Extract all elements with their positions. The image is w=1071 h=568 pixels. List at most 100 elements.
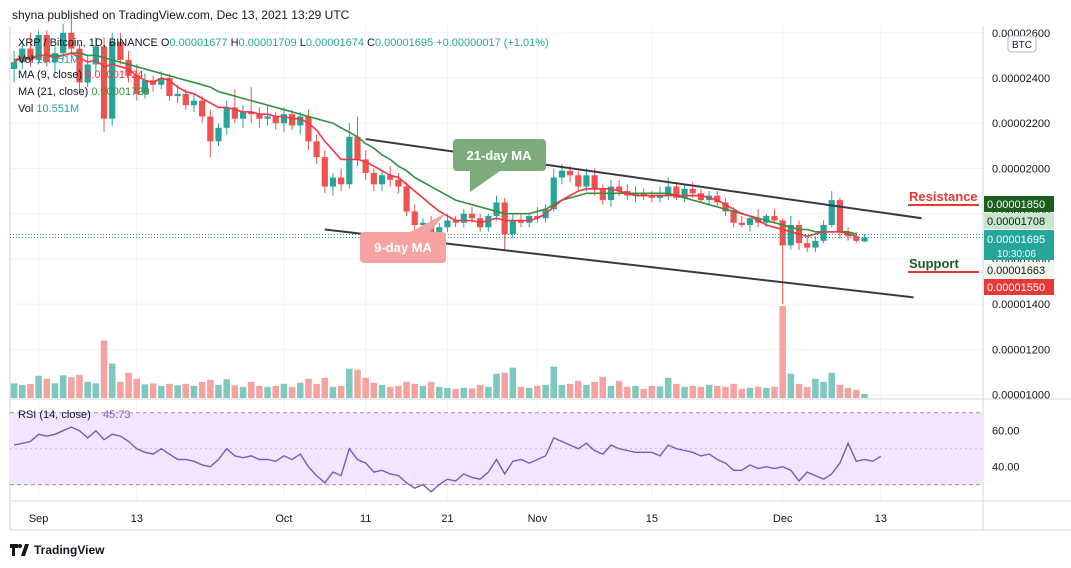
volume-bar: [198, 381, 206, 398]
legend-vol2-value: 10.551M: [36, 103, 79, 115]
volume-bar: [68, 377, 75, 398]
legend-part: L: [297, 37, 306, 49]
candle-body: [746, 218, 754, 226]
volume-bar: [509, 367, 517, 398]
volume-bar: [460, 387, 468, 398]
currency-badge-label: BTC: [1012, 40, 1032, 51]
rsi-line: [13, 426, 882, 493]
volume-bar: [501, 372, 508, 398]
ma21-bubble-label: 21-day MA: [466, 148, 532, 163]
candle-body: [648, 195, 655, 198]
y-tick-label: 0.00002000: [992, 163, 1050, 175]
candle-body: [517, 220, 525, 223]
candle-body: [575, 175, 582, 187]
candle-body: [329, 177, 337, 187]
legend-part: O: [158, 37, 170, 49]
legend-part: XRP / Bitcoin, 1D, BINANCE: [18, 37, 158, 49]
volume-bar: [378, 384, 386, 398]
candle-body: [419, 222, 427, 226]
candle-body: [722, 202, 729, 212]
volume-bar: [476, 384, 484, 398]
volume-bar: [607, 385, 615, 398]
candle-body: [239, 111, 247, 119]
candle-body: [681, 188, 688, 198]
volume-bar: [624, 386, 631, 398]
candle-body: [362, 159, 369, 173]
legend-vol2-label: Vol: [18, 103, 36, 115]
volume-bar: [419, 385, 427, 398]
volume-bar: [550, 366, 558, 398]
volume-bar: [574, 380, 582, 398]
volume-bar: [288, 386, 296, 398]
price-tag-ma-bottom: 0.00001663: [987, 265, 1045, 277]
legend-part: H: [228, 37, 239, 49]
legend-part: 0.00001709: [239, 37, 297, 49]
candle-body: [853, 236, 860, 241]
volume-bar: [337, 385, 345, 398]
volume-bar: [591, 381, 598, 398]
volume-bar: [427, 381, 435, 398]
legend-ma9: MA (9, close) 0.00001724: [18, 69, 143, 81]
candle-body: [861, 237, 868, 242]
candle-body: [321, 157, 328, 187]
volume-bar: [730, 383, 737, 398]
resistance-label: Resistance: [909, 189, 978, 204]
volume-bar: [763, 387, 770, 398]
candle-body: [771, 215, 778, 221]
legend-ma21-label: MA (21, close): [18, 86, 91, 98]
candles[interactable]: [10, 19, 868, 305]
ma21-line: [13, 52, 857, 235]
candle-body: [182, 93, 189, 106]
y-tick-label: 0.00001400: [992, 299, 1050, 311]
volume-bar: [828, 372, 836, 398]
volume-bar: [435, 386, 443, 398]
legend-vol-label: Vol: [18, 54, 36, 66]
legend-ma9-value: 0.00001724: [85, 69, 143, 81]
volume-bar: [844, 387, 852, 398]
candle-body: [714, 195, 721, 203]
tradingview-logo[interactable]: TradingView: [10, 543, 104, 557]
volume-bar: [403, 381, 410, 398]
candle-body: [313, 141, 320, 158]
candle-body: [616, 186, 623, 192]
price-tag-last: 0.00001695: [987, 234, 1045, 246]
legend-part: 0.00001677: [169, 37, 227, 49]
candle-body: [370, 172, 377, 185]
candle-body: [804, 243, 811, 248]
volume-bar: [615, 380, 623, 398]
volume-bar: [92, 383, 100, 398]
volume-bar: [852, 389, 860, 398]
volume-bar: [754, 386, 762, 398]
volume-bar: [493, 373, 500, 398]
volume-bar: [713, 385, 721, 398]
volume-bar: [558, 384, 566, 398]
candle-body: [836, 200, 844, 232]
candle-body: [583, 175, 590, 187]
candle-body: [673, 186, 680, 198]
legend-vol: Vol 10.551M: [18, 54, 79, 66]
rsi-pane[interactable]: RSI (14, close) 45.73: [10, 409, 983, 493]
candle-body: [272, 116, 279, 124]
candle-body: [76, 48, 83, 83]
candle-body: [199, 100, 206, 117]
x-tick-label: Sep: [29, 513, 49, 525]
candle-body: [436, 227, 443, 237]
rsi-value: 45.73: [103, 409, 131, 421]
price-chart[interactable]: RSI (14, close) 45.73 0.000026000.0000240…: [0, 0, 1071, 540]
candle-body: [280, 114, 288, 124]
candle-body: [591, 175, 598, 189]
volume-bar: [534, 385, 541, 398]
candle-body: [526, 215, 533, 223]
volume-bar: [239, 386, 247, 398]
volume-bar: [632, 385, 639, 398]
volume-bar: [542, 384, 549, 398]
y-tick-label: 0.00002400: [992, 73, 1050, 85]
ma9-bubble: [360, 213, 446, 263]
candle-body: [43, 35, 50, 63]
annotations: 21-day MA 9-day MA Resistance Support: [360, 139, 979, 273]
x-tick-label: Nov: [528, 513, 548, 525]
candle-body: [632, 193, 639, 196]
volume-bar: [517, 386, 525, 398]
candle-body: [395, 179, 402, 187]
candle-body: [84, 64, 91, 83]
